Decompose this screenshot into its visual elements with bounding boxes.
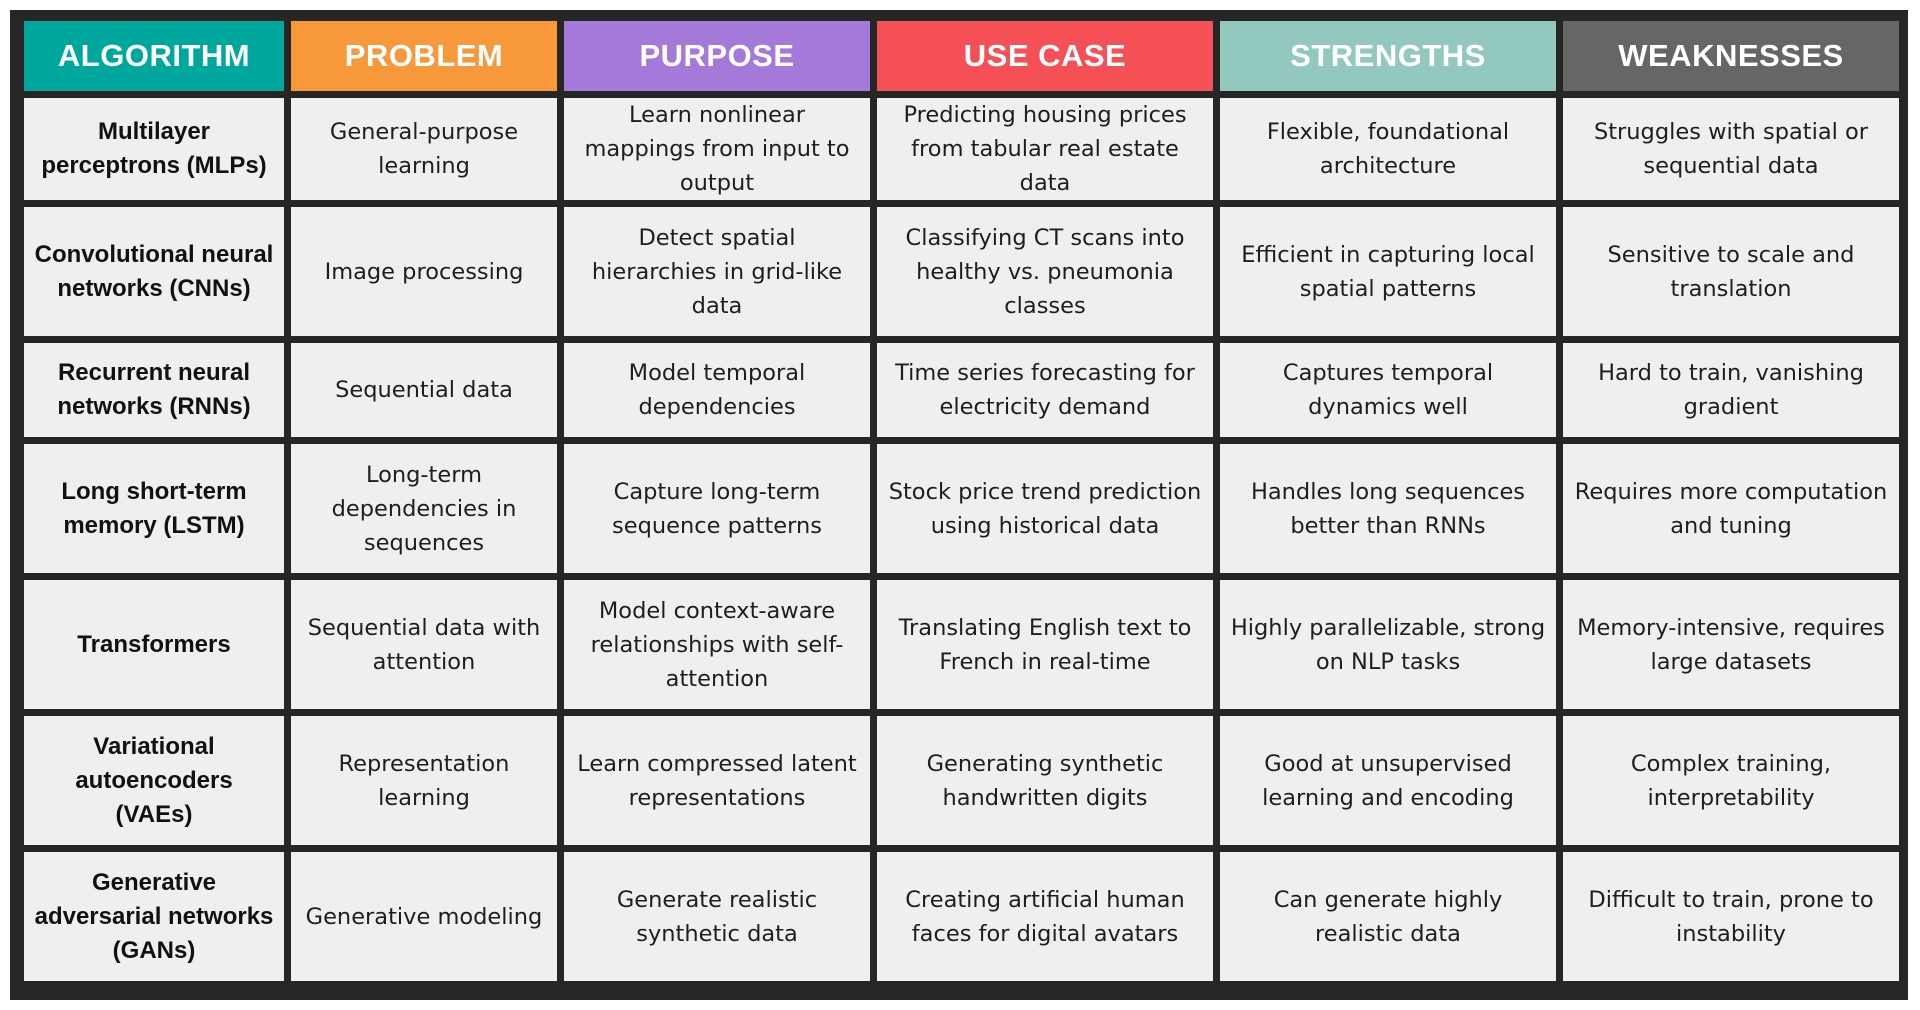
weaknesses-cell: Memory-intensive, requires large dataset… (1563, 580, 1899, 709)
header-problem: PROBLEM (291, 21, 557, 91)
use-case-cell: Translating English text to French in re… (877, 580, 1213, 709)
strengths-cell: Can generate highly realistic data (1220, 852, 1556, 981)
algorithm-cell: Recurrent neural networks (RNNs) (24, 343, 284, 437)
table-row: Transformers Sequential data with attent… (24, 580, 1899, 709)
use-case-cell: Generating synthetic handwritten digits (877, 716, 1213, 845)
use-case-cell: Stock price trend prediction using histo… (877, 444, 1213, 573)
table-row: Variational autoencoders (VAEs) Represen… (24, 716, 1899, 845)
problem-cell: Sequential data with attention (291, 580, 557, 709)
weaknesses-cell: Struggles with spatial or sequential dat… (1563, 98, 1899, 200)
header-use-case: USE CASE (877, 21, 1213, 91)
use-case-cell: Predicting housing prices from tabular r… (877, 98, 1213, 200)
strengths-cell: Good at unsupervised learning and encodi… (1220, 716, 1556, 845)
weaknesses-cell: Difficult to train, prone to instability (1563, 852, 1899, 981)
problem-cell: Generative modeling (291, 852, 557, 981)
algorithm-cell: Variational autoencoders (VAEs) (24, 716, 284, 845)
strengths-cell: Handles long sequences better than RNNs (1220, 444, 1556, 573)
use-case-cell: Time series forecasting for electricity … (877, 343, 1213, 437)
problem-cell: General-purpose learning (291, 98, 557, 200)
problem-cell: Long-term dependencies in sequences (291, 444, 557, 573)
table-row: Multilayer perceptrons (MLPs) General-pu… (24, 98, 1899, 200)
purpose-cell: Generate realistic synthetic data (564, 852, 870, 981)
purpose-cell: Learn compressed latent representations (564, 716, 870, 845)
strengths-cell: Flexible, foundational architecture (1220, 98, 1556, 200)
weaknesses-cell: Hard to train, vanishing gradient (1563, 343, 1899, 437)
use-case-cell: Classifying CT scans into healthy vs. pn… (877, 207, 1213, 336)
problem-cell: Sequential data (291, 343, 557, 437)
table-row: Long short-term memory (LSTM) Long-term … (24, 444, 1899, 573)
purpose-cell: Detect spatial hierarchies in grid-like … (564, 207, 870, 336)
purpose-cell: Model context-aware relationships with s… (564, 580, 870, 709)
table-row: Recurrent neural networks (RNNs) Sequent… (24, 343, 1899, 437)
header-algorithm: ALGORITHM (24, 21, 284, 91)
header-purpose: PURPOSE (564, 21, 870, 91)
table-row: Generative adversarial networks (GANs) G… (24, 852, 1899, 981)
purpose-cell: Model temporal dependencies (564, 343, 870, 437)
problem-cell: Representation learning (291, 716, 557, 845)
weaknesses-cell: Complex training, interpretability (1563, 716, 1899, 845)
use-case-cell: Creating artificial human faces for digi… (877, 852, 1213, 981)
algorithm-cell: Long short-term memory (LSTM) (24, 444, 284, 573)
strengths-cell: Highly parallelizable, strong on NLP tas… (1220, 580, 1556, 709)
comparison-table-frame: ALGORITHM PROBLEM PURPOSE USE CASE STREN… (10, 10, 1908, 1000)
header-weaknesses: WEAKNESSES (1563, 21, 1899, 91)
algorithm-cell: Convolutional neural networks (CNNs) (24, 207, 284, 336)
algorithm-cell: Generative adversarial networks (GANs) (24, 852, 284, 981)
algorithm-cell: Transformers (24, 580, 284, 709)
strengths-cell: Efficient in capturing local spatial pat… (1220, 207, 1556, 336)
algorithm-cell: Multilayer perceptrons (MLPs) (24, 98, 284, 200)
algorithm-comparison-table: ALGORITHM PROBLEM PURPOSE USE CASE STREN… (17, 14, 1906, 988)
purpose-cell: Capture long-term sequence patterns (564, 444, 870, 573)
problem-cell: Image processing (291, 207, 557, 336)
weaknesses-cell: Requires more computation and tuning (1563, 444, 1899, 573)
strengths-cell: Captures temporal dynamics well (1220, 343, 1556, 437)
header-strengths: STRENGTHS (1220, 21, 1556, 91)
header-row: ALGORITHM PROBLEM PURPOSE USE CASE STREN… (24, 21, 1899, 91)
weaknesses-cell: Sensitive to scale and translation (1563, 207, 1899, 336)
table-row: Convolutional neural networks (CNNs) Ima… (24, 207, 1899, 336)
purpose-cell: Learn nonlinear mappings from input to o… (564, 98, 870, 200)
